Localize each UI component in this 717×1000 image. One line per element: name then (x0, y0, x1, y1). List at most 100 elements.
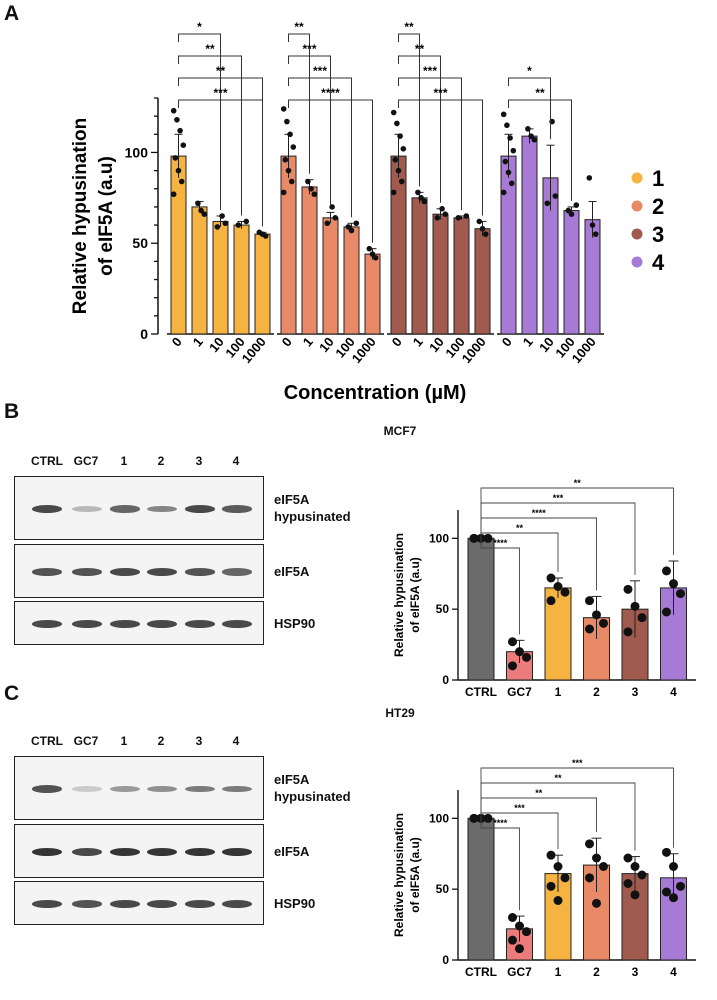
y-axis-label-b: of eIF5A (a.u) (408, 557, 422, 633)
lane-label-c: 4 (232, 734, 240, 748)
data-point-a (305, 178, 311, 185)
y-tick-label-c: 0 (442, 953, 449, 967)
data-point-c (483, 813, 493, 823)
y-tick-label-c: 50 (436, 882, 450, 896)
data-point-a (170, 107, 177, 114)
significance-label-a: ** (535, 86, 545, 100)
blot-band-b (110, 505, 140, 513)
data-point-c (630, 890, 640, 900)
data-point-c (662, 887, 671, 897)
data-point-a (421, 198, 428, 205)
x-tick-label-b: 2 (593, 685, 600, 699)
blot-band-b (32, 620, 62, 628)
data-point-c (623, 853, 633, 863)
data-point-a (528, 133, 534, 139)
y-tick-label-a: 0 (140, 326, 148, 342)
blot-band-c (32, 848, 62, 856)
data-point-a (500, 189, 507, 196)
significance-label-c: **** (493, 818, 508, 828)
data-point-a (366, 245, 373, 252)
data-point-a (544, 200, 551, 207)
lane-label-c: 3 (195, 734, 203, 748)
blot-row-label-line-b: HSP90 (274, 615, 316, 631)
panel-letter-a: A (4, 2, 20, 25)
blot-row-b (14, 601, 264, 645)
data-point-c (599, 862, 608, 871)
y-tick-label-b: 50 (436, 602, 450, 616)
data-point-c (553, 862, 563, 871)
data-point-c (469, 813, 479, 823)
data-point-b (508, 637, 517, 647)
significance-bracket-c (480, 767, 674, 848)
significance-bracket-b (480, 534, 520, 635)
blot-band-c (110, 785, 140, 793)
blot-band-c (185, 900, 215, 908)
data-point-a (500, 111, 507, 118)
x-tick-label-c: 2 (593, 965, 600, 979)
legend-swatch-a (631, 228, 643, 240)
x-tick-label-b: CTRL (465, 685, 497, 699)
legend-label-a: 2 (652, 194, 664, 219)
data-point-a (415, 189, 421, 196)
data-point-a (392, 156, 399, 163)
data-point-b (585, 624, 594, 634)
data-point-a (531, 136, 538, 143)
data-point-a (504, 122, 510, 129)
data-point-a (589, 222, 596, 228)
x-tick-label-c: 3 (632, 965, 639, 979)
data-point-b (599, 618, 608, 628)
significance-label-b: *** (553, 493, 564, 503)
blot-row-c (14, 756, 264, 820)
data-point-a (568, 211, 575, 217)
data-point-c (623, 879, 633, 888)
y-tick-label-c: 100 (429, 811, 449, 825)
y-tick-label-b: 100 (429, 531, 449, 545)
data-point-b (546, 573, 556, 583)
data-point-a (439, 205, 445, 212)
data-point-a (195, 200, 201, 207)
blot-band-b (147, 505, 177, 513)
data-point-b (592, 610, 601, 620)
data-point-a (573, 202, 580, 208)
blot-band-c (222, 785, 252, 793)
data-point-c (630, 862, 640, 871)
significance-label-b: ** (574, 478, 582, 488)
panel-letter-c: C (4, 682, 20, 705)
data-point-a (180, 142, 187, 148)
significance-label-c: ** (535, 788, 543, 798)
data-point-b (522, 652, 531, 662)
data-point-a (285, 167, 292, 174)
data-point-a (308, 185, 314, 192)
data-point-a (482, 231, 489, 237)
lane-label-c: CTRL (31, 734, 63, 748)
data-point-a (178, 178, 185, 185)
data-point-c (669, 862, 678, 871)
blot-row-label-line-b: hypusinated (274, 509, 351, 524)
data-point-a (508, 180, 515, 187)
blot-band-b (32, 568, 62, 576)
data-point-a (175, 167, 182, 174)
data-point-a (372, 254, 379, 261)
blot-band-b (222, 568, 252, 576)
data-point-b (508, 661, 517, 671)
data-point-a (507, 135, 513, 141)
data-point-a (324, 220, 331, 227)
data-point-c (553, 896, 563, 905)
data-point-a (353, 220, 360, 227)
legend-swatch-a (631, 256, 643, 268)
data-point-a (177, 127, 183, 134)
bar-b (467, 537, 495, 681)
blot-row-label-b: eIF5A hypusinated (274, 491, 351, 525)
lane-label-b: GC7 (73, 454, 99, 468)
blot-band-c (222, 900, 252, 908)
blot-band-c (72, 848, 102, 856)
lane-label-b: CTRL (31, 454, 63, 468)
significance-label-a: **** (321, 86, 340, 100)
data-point-a (280, 189, 287, 196)
lane-label-b: 3 (195, 454, 203, 468)
data-point-a (284, 118, 290, 125)
y-axis-label-c: Relative hypusination (392, 813, 406, 937)
data-point-a (418, 195, 424, 201)
